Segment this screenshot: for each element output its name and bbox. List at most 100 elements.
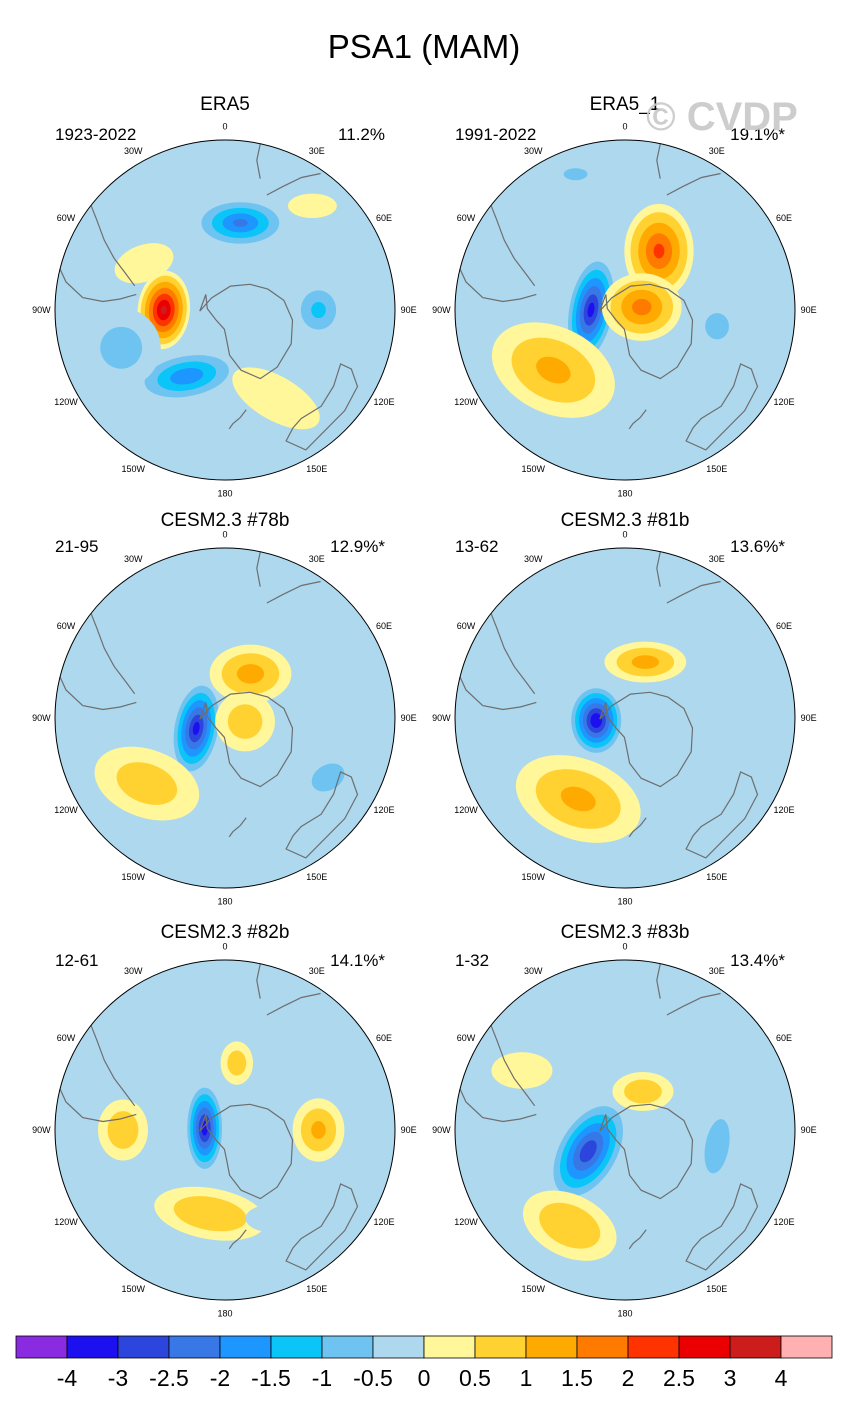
anomaly-center (233, 564, 315, 600)
longitude-label: 60W (457, 1033, 476, 1043)
anomaly-center (292, 281, 345, 339)
coastline (285, 363, 359, 451)
colorbar-swatch (474, 1335, 527, 1359)
map-border (454, 959, 796, 1301)
colorbar-swatch (168, 1335, 221, 1359)
contour-level (587, 302, 595, 318)
longitude-label: 90W (32, 305, 51, 315)
contour-level (579, 1140, 597, 1163)
coastline (256, 963, 261, 999)
longitude-label: 30W (524, 146, 543, 156)
panel-title: CESM2.3 #82b (161, 922, 290, 943)
colorbar-swatch (15, 1335, 68, 1359)
contour-level (227, 1050, 247, 1076)
panel-title: ERA5_1 (590, 94, 661, 115)
longitude-label: 30W (524, 966, 543, 976)
coastline (266, 580, 321, 604)
contour-level (704, 1119, 730, 1174)
longitude-label: 120W (454, 805, 478, 815)
anomaly-center (184, 1082, 225, 1175)
coastline (459, 1088, 537, 1123)
contour-level (632, 298, 652, 316)
longitude-label: 0 (622, 529, 627, 539)
longitude-label: 30E (309, 554, 325, 564)
figure-title: PSA1 (MAM) (328, 28, 521, 65)
longitude-label: 90W (432, 1125, 451, 1135)
anomaly-center (695, 1099, 739, 1194)
contour-level (232, 367, 320, 430)
anomaly-center (170, 679, 222, 778)
colorbar-swatch (117, 1335, 170, 1359)
anomaly-center (568, 684, 625, 757)
longitude-label: 120E (773, 1217, 794, 1227)
map-border (454, 139, 796, 481)
panel-title: ERA5 (200, 94, 250, 115)
longitude-label: 60W (57, 621, 76, 631)
coastline (656, 963, 661, 999)
coastline (459, 676, 537, 711)
coastline (490, 1025, 536, 1107)
longitude-label: 60W (57, 213, 76, 223)
contour-level (245, 1203, 307, 1233)
longitude-label: 120E (373, 397, 394, 407)
colorbar-tick-label: -0.5 (353, 1365, 393, 1391)
longitude-label: 150E (706, 464, 727, 474)
coastline (59, 1088, 137, 1123)
longitude-label: 180 (217, 897, 232, 907)
longitude-label: 120E (773, 805, 794, 815)
coastline (666, 172, 721, 196)
colorbar-swatch (678, 1335, 731, 1359)
anomaly-center (220, 1041, 254, 1085)
anomaly-center (528, 1008, 603, 1046)
coastlines (459, 963, 759, 1271)
anomaly-center (193, 197, 288, 249)
colorbar-tick-label: 2.5 (663, 1365, 695, 1391)
contour-level (227, 704, 263, 739)
longitude-label: 0 (222, 121, 227, 131)
coastline (228, 409, 247, 430)
longitude-label: 120W (454, 397, 478, 407)
contour-field (455, 548, 795, 888)
colorbar-tick-label: -3 (108, 1365, 128, 1391)
contour-level (491, 1052, 553, 1089)
longitude-label: 120W (54, 397, 78, 407)
longitude-label: 150E (706, 872, 727, 882)
coastlines (59, 143, 359, 451)
contour-level (116, 762, 178, 805)
longitude-label: 90W (32, 1125, 51, 1135)
contour-level (173, 1196, 247, 1232)
longitude-label: 90E (401, 305, 417, 315)
colorbar-swatch (627, 1335, 680, 1359)
coastline (628, 409, 647, 430)
longitude-label: 30E (309, 146, 325, 156)
anomaly-center (623, 569, 722, 605)
anomaly-center (564, 254, 618, 366)
anomaly-center (550, 161, 602, 187)
longitude-label: 30W (124, 554, 143, 564)
coastline (459, 268, 537, 303)
coastline (59, 268, 137, 303)
contour-field (455, 960, 795, 1300)
longitude-label: 180 (217, 489, 232, 499)
anomaly-center (114, 243, 174, 284)
panel-title: CESM2.3 #83b (561, 922, 690, 943)
longitude-label: 180 (617, 489, 632, 499)
longitude-label: 150E (706, 1284, 727, 1294)
anomaly-center (209, 644, 292, 704)
longitude-label: 30E (709, 146, 725, 156)
coastline (228, 1229, 247, 1250)
longitude-label: 150W (521, 872, 545, 882)
antarctica-coastline (199, 1103, 294, 1200)
contour-field (55, 140, 395, 480)
contour-field (55, 960, 395, 1300)
contour-level (107, 1111, 139, 1149)
colorbar-tick-label: 4 (775, 1365, 788, 1391)
coastline (90, 1025, 136, 1107)
colorbar-swatch (270, 1335, 323, 1359)
longitude-label: 30W (524, 554, 543, 564)
map-border (454, 547, 796, 889)
colorbar-swatch (576, 1335, 629, 1359)
longitude-label: 150W (521, 1284, 545, 1294)
colorbar-tick-label: -2.5 (149, 1365, 189, 1391)
